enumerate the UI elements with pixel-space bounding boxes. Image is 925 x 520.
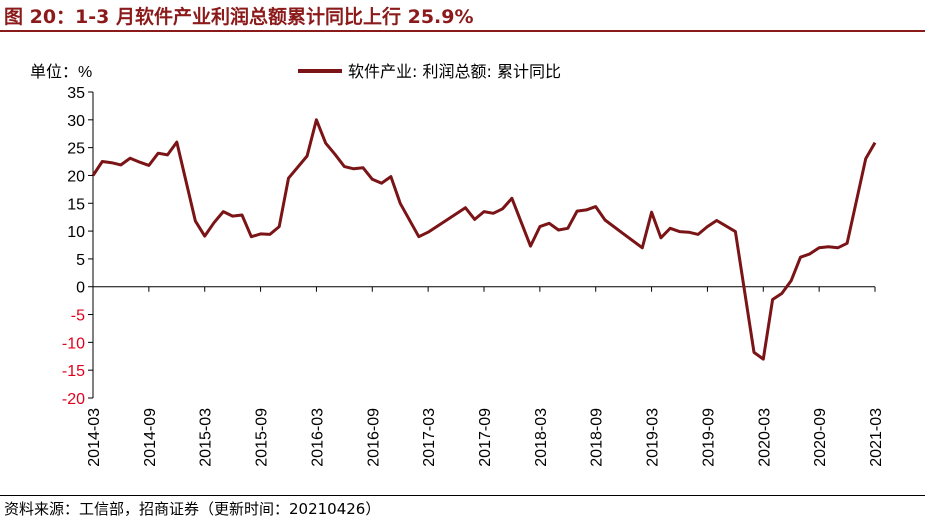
legend-label: 软件产业: 利润总额: 累计同比 bbox=[348, 62, 561, 81]
x-tick-label: 2015-09 bbox=[254, 408, 271, 467]
x-tick-label: 2017-09 bbox=[477, 408, 494, 467]
line-chart: 35 30 25 20 15 10 5 0 -5 -10 -15 -20 2014-03 2014-09… bbox=[30, 62, 885, 467]
y-tick-label: 10 bbox=[67, 224, 85, 241]
y-tick-label: -15 bbox=[62, 363, 85, 380]
x-tick-label: 2014-03 bbox=[86, 408, 103, 467]
y-tick-label: 25 bbox=[67, 141, 85, 158]
x-axis: 2014-03 2014-09 2015-03 2015-09 2016-03 2016-… bbox=[86, 286, 885, 467]
x-tick-label: 2020-09 bbox=[812, 408, 829, 467]
unit-label: 单位：% bbox=[30, 63, 92, 81]
series-line bbox=[91, 118, 877, 361]
y-axis: 35 30 25 20 15 10 5 0 -5 -10 -15 -20 bbox=[62, 85, 94, 408]
y-tick-label: -5 bbox=[71, 308, 85, 325]
x-tick-label: 2019-09 bbox=[700, 408, 717, 467]
x-tick-label: 2021-03 bbox=[868, 408, 885, 467]
y-tick-label: 35 bbox=[67, 85, 85, 102]
x-tick-label: 2020-03 bbox=[756, 408, 773, 467]
y-tick-label: 20 bbox=[67, 168, 85, 185]
x-tick-label: 2018-09 bbox=[589, 408, 606, 467]
y-tick-label: 15 bbox=[67, 196, 85, 213]
y-tick-label: 5 bbox=[76, 252, 85, 269]
title-divider bbox=[0, 30, 925, 32]
y-tick-label: -10 bbox=[62, 335, 85, 352]
footer-divider bbox=[0, 495, 925, 496]
figure-title: 图 20：1-3 月软件产业利润总额累计同比上行 25.9% bbox=[4, 6, 474, 28]
legend: 软件产业: 利润总额: 累计同比 bbox=[298, 62, 561, 81]
y-tick-label: -20 bbox=[62, 391, 85, 408]
x-tick-label: 2014-09 bbox=[142, 408, 159, 467]
y-tick-label: 30 bbox=[67, 113, 85, 130]
x-tick-label: 2017-03 bbox=[421, 408, 438, 467]
x-tick-label: 2016-03 bbox=[309, 408, 326, 467]
series-layer bbox=[91, 118, 877, 361]
source-note: 资料来源：工信部，招商证券（更新时间：20210426） bbox=[4, 500, 381, 518]
x-tick-label: 2019-03 bbox=[645, 408, 662, 467]
x-tick-label: 2018-03 bbox=[533, 408, 550, 467]
x-tick-label: 2015-03 bbox=[198, 408, 215, 467]
x-tick-label: 2016-09 bbox=[365, 408, 382, 467]
y-tick-label: 0 bbox=[76, 280, 85, 297]
